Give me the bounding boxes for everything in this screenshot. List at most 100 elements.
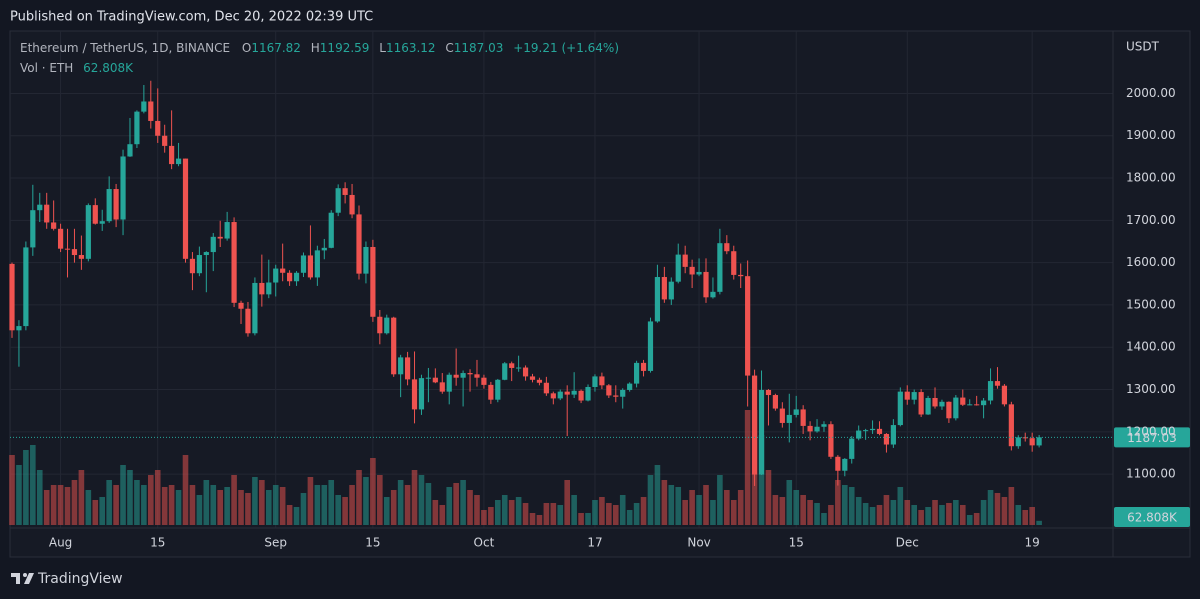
candle-body: [842, 458, 848, 471]
volume-bar: [390, 490, 397, 525]
candle-body: [460, 373, 466, 378]
candle-body: [960, 397, 966, 405]
volume-bar: [737, 490, 744, 525]
candle-body: [363, 246, 369, 274]
volume-bar: [599, 497, 605, 525]
candle-body: [932, 397, 938, 407]
candle-body: [418, 378, 425, 410]
candle-body: [148, 101, 154, 121]
volume-bar: [932, 500, 938, 525]
brand: TradingView: [37, 571, 123, 587]
candle-body: [9, 263, 15, 331]
candle-body: [349, 194, 355, 215]
volume-bar: [772, 495, 779, 525]
volume-bar: [883, 495, 890, 525]
candle-body: [175, 158, 182, 165]
candle-body: [710, 291, 716, 298]
y-tick-label: 1500.00: [1126, 297, 1176, 311]
logo-dot: [23, 573, 27, 577]
candle-body: [57, 228, 64, 249]
candle-body: [821, 424, 827, 427]
y-tick-label: 1300.00: [1126, 382, 1176, 396]
volume-bar: [134, 480, 140, 525]
candle-body: [106, 189, 112, 222]
volume-value: 62.808K: [83, 61, 134, 75]
candle-body: [904, 391, 910, 400]
volume-bar: [16, 465, 22, 525]
volume-bar: [612, 505, 619, 525]
volume-bar: [377, 475, 383, 525]
candle-body: [113, 189, 119, 220]
candle-body: [939, 401, 945, 407]
volume-bar: [821, 513, 827, 525]
volume-bar: [307, 477, 314, 525]
candle-body: [203, 252, 209, 256]
published-note: Published on TradingView.com, Dec 20, 20…: [10, 10, 373, 25]
candle-body: [64, 248, 71, 250]
candle-body: [141, 101, 147, 112]
volume-bar: [50, 485, 57, 525]
candle-body: [1008, 404, 1014, 447]
volume-bar: [418, 475, 425, 525]
x-tick-label: 15: [150, 536, 165, 550]
candle-body: [849, 438, 855, 459]
volume-bar: [43, 490, 50, 525]
candle-body: [509, 363, 515, 368]
volume-bar: [397, 480, 404, 525]
volume-bar: [467, 490, 473, 525]
volume-bar: [980, 500, 987, 525]
volume-bar: [793, 490, 800, 525]
volume-bar: [619, 495, 626, 525]
candle-body: [974, 404, 980, 406]
volume-bar: [279, 487, 286, 525]
volume-bar: [148, 475, 154, 525]
candle-body: [425, 377, 431, 379]
candle-body: [967, 404, 973, 406]
volume-bar: [1022, 510, 1029, 525]
volume-bar: [543, 503, 550, 525]
candle-body: [529, 376, 536, 380]
volume-bar: [252, 477, 258, 525]
volume-bar: [786, 480, 793, 525]
volume-bar: [120, 465, 126, 525]
volume-bar: [85, 490, 92, 525]
candle-body: [51, 222, 57, 229]
volume-bar: [994, 493, 1001, 525]
volume-bar: [71, 480, 78, 525]
volume-bar: [1036, 520, 1042, 525]
low-value: 1163.12: [386, 41, 436, 55]
volume-bar: [453, 483, 459, 525]
y-tick-label: 1100.00: [1126, 467, 1176, 481]
volume-bar: [1015, 505, 1022, 525]
candle-body: [384, 317, 390, 334]
candle-body: [550, 393, 556, 399]
volume-bar: [848, 487, 855, 525]
volume-bar: [272, 485, 279, 525]
volume-bar: [335, 495, 341, 525]
candle-body: [571, 390, 577, 395]
volume-tag: [1114, 507, 1190, 527]
candle-body: [71, 249, 78, 256]
volume-bar: [710, 500, 716, 525]
candle-body: [585, 386, 591, 401]
candle-body: [502, 363, 508, 380]
candle-body: [1001, 385, 1008, 405]
x-tick-label: Dec: [896, 536, 919, 550]
candle-body: [800, 409, 806, 426]
candle-body: [925, 397, 931, 415]
candle-body: [557, 391, 563, 399]
candle-body: [661, 277, 667, 300]
volume-bar: [758, 435, 765, 525]
x-tick-label: 19: [1025, 536, 1040, 550]
candle-body: [703, 271, 709, 298]
candle-body: [1029, 438, 1035, 446]
candle-body: [134, 111, 140, 145]
candle-body: [189, 258, 196, 274]
volume-bar: [439, 505, 446, 525]
volume-bar: [231, 475, 237, 525]
candle-body: [391, 317, 397, 375]
candle-body: [377, 316, 383, 334]
volume-bar: [203, 480, 210, 525]
candle-body: [182, 158, 189, 259]
